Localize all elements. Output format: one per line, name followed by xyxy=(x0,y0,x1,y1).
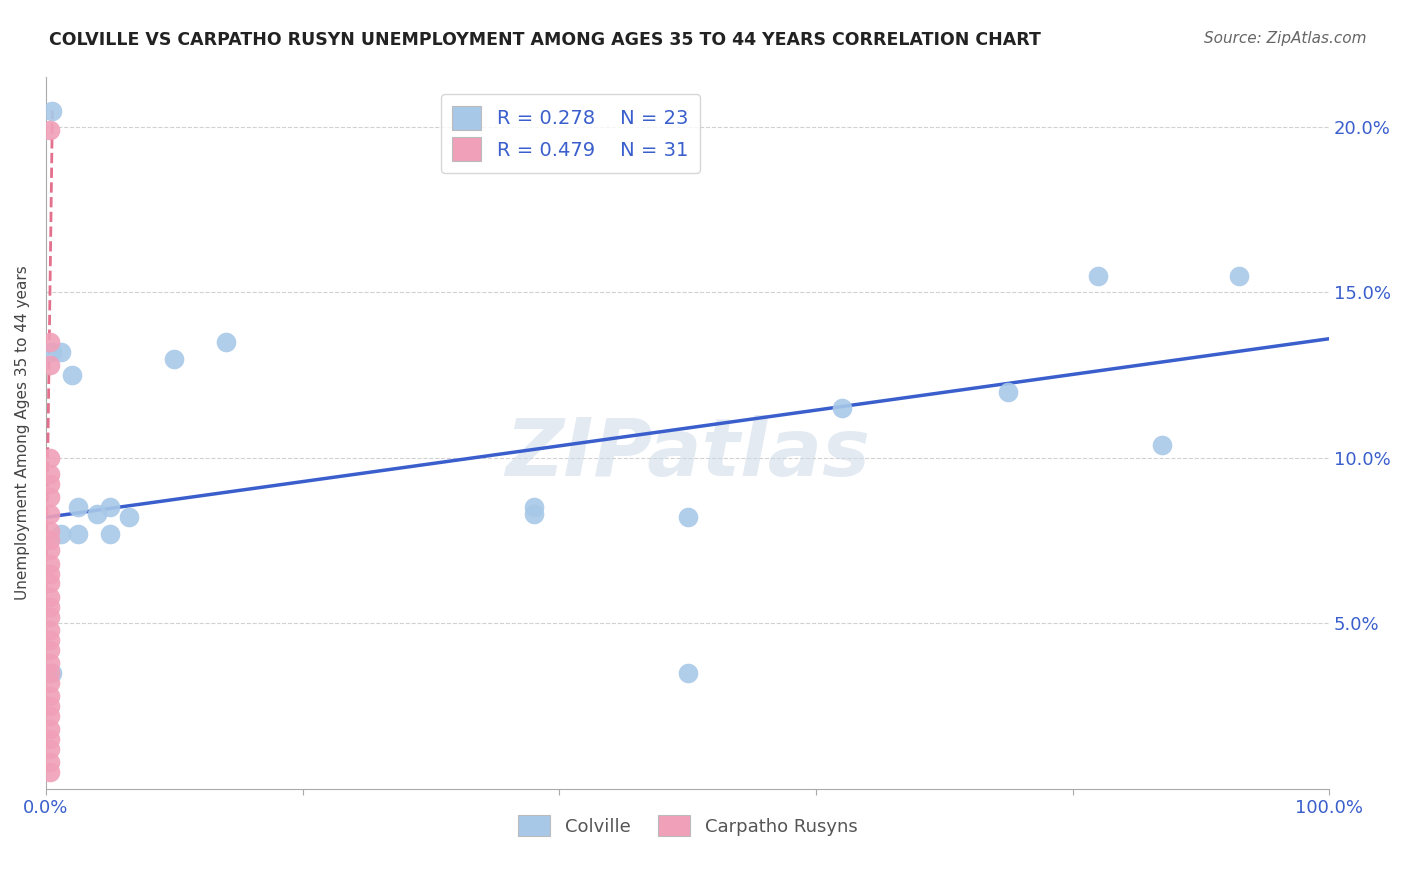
Point xyxy=(38,623,60,637)
Text: ZIPatlas: ZIPatlas xyxy=(505,416,870,493)
Point xyxy=(38,566,60,581)
Point xyxy=(51,345,73,359)
Point xyxy=(41,665,63,680)
Point xyxy=(38,675,60,690)
Point xyxy=(1227,268,1250,283)
Point xyxy=(38,708,60,723)
Point xyxy=(163,351,186,366)
Point xyxy=(38,642,60,657)
Point xyxy=(60,368,83,383)
Point xyxy=(676,510,699,524)
Point xyxy=(98,526,121,541)
Point xyxy=(1152,437,1174,451)
Point xyxy=(997,384,1019,399)
Point xyxy=(38,590,60,604)
Point xyxy=(38,123,60,137)
Point xyxy=(38,742,60,756)
Point xyxy=(38,599,60,614)
Point xyxy=(38,609,60,624)
Point xyxy=(38,557,60,571)
Text: Source: ZipAtlas.com: Source: ZipAtlas.com xyxy=(1204,31,1367,46)
Point xyxy=(67,500,90,515)
Point xyxy=(38,656,60,670)
Point xyxy=(38,491,60,505)
Point xyxy=(38,450,60,465)
Point xyxy=(41,103,63,118)
Point xyxy=(38,533,60,548)
Point xyxy=(38,524,60,538)
Point xyxy=(38,689,60,703)
Point xyxy=(38,576,60,591)
Point xyxy=(38,731,60,746)
Legend: Colville, Carpatho Rusyns: Colville, Carpatho Rusyns xyxy=(510,808,865,844)
Point xyxy=(1087,268,1109,283)
Point xyxy=(38,764,60,779)
Point xyxy=(38,755,60,769)
Point xyxy=(676,665,699,680)
Point xyxy=(38,467,60,482)
Point xyxy=(38,698,60,713)
Point xyxy=(38,665,60,680)
Point xyxy=(38,632,60,647)
Point xyxy=(86,507,108,521)
Y-axis label: Unemployment Among Ages 35 to 44 years: Unemployment Among Ages 35 to 44 years xyxy=(15,266,30,600)
Point xyxy=(98,500,121,515)
Point xyxy=(38,507,60,521)
Point xyxy=(38,543,60,558)
Point xyxy=(38,358,60,372)
Point xyxy=(38,334,60,349)
Point xyxy=(522,507,544,521)
Point xyxy=(51,526,73,541)
Point xyxy=(67,526,90,541)
Point xyxy=(831,401,853,416)
Point xyxy=(522,500,544,515)
Point xyxy=(118,510,141,524)
Text: COLVILLE VS CARPATHO RUSYN UNEMPLOYMENT AMONG AGES 35 TO 44 YEARS CORRELATION CH: COLVILLE VS CARPATHO RUSYN UNEMPLOYMENT … xyxy=(49,31,1040,49)
Point xyxy=(38,722,60,736)
Point xyxy=(38,477,60,491)
Point xyxy=(41,345,63,359)
Point xyxy=(214,334,236,349)
